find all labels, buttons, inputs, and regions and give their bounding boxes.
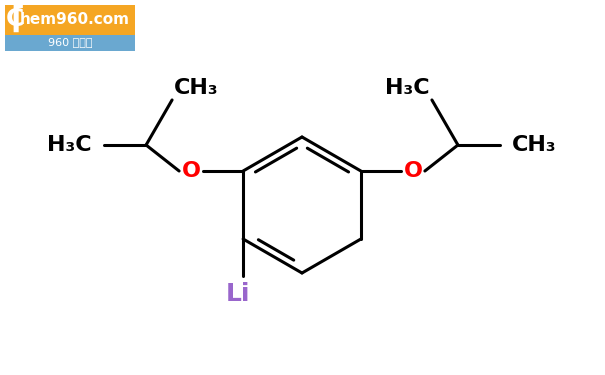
FancyBboxPatch shape — [5, 35, 135, 51]
Text: ⌈: ⌈ — [10, 4, 24, 33]
Text: 960 化工网: 960 化工网 — [48, 37, 92, 47]
Text: H₃C: H₃C — [47, 135, 92, 155]
Text: H₃C: H₃C — [385, 78, 430, 98]
Text: hem960.com: hem960.com — [20, 12, 130, 27]
Text: O: O — [404, 161, 422, 181]
FancyBboxPatch shape — [5, 5, 135, 35]
Text: CH₃: CH₃ — [174, 78, 218, 98]
Text: CH₃: CH₃ — [512, 135, 557, 155]
Text: Li: Li — [226, 282, 250, 306]
Text: C: C — [6, 7, 24, 31]
Text: O: O — [182, 161, 201, 181]
